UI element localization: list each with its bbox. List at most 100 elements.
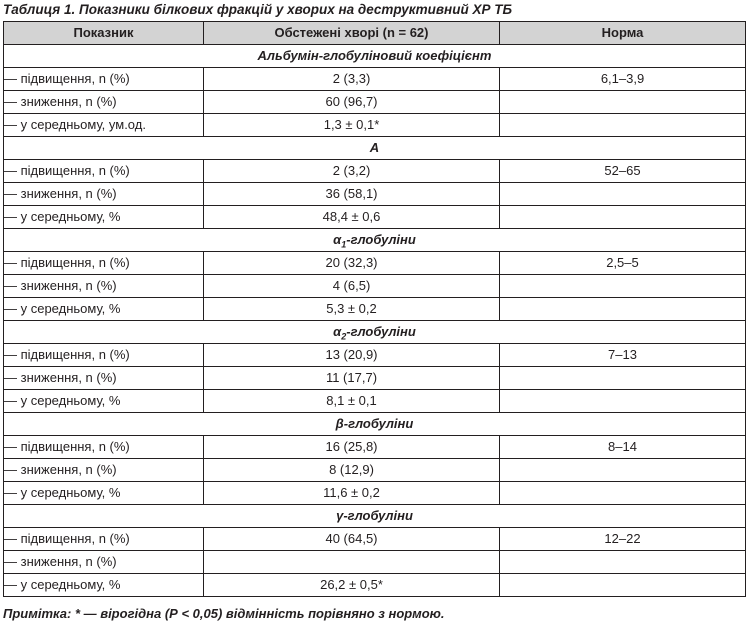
row-label-cell: — підвищення, n (%) bbox=[3, 159, 204, 183]
row-norm-cell bbox=[499, 113, 746, 137]
row-label-cell: — зниження, n (%) bbox=[3, 550, 204, 574]
table-row: — підвищення, n (%) 20 (32,3) 2,5–5 bbox=[3, 251, 746, 275]
group-title-text: α bbox=[333, 324, 342, 339]
row-norm-cell: 7–13 bbox=[499, 343, 746, 367]
table-row: — підвищення, n (%) 2 (3,3) 6,1–3,9 bbox=[3, 67, 746, 91]
row-value-cell: 8 (12,9) bbox=[203, 458, 500, 482]
table-row: — у середньому, % 48,4 ± 0,6 bbox=[3, 205, 746, 229]
table-row: — зниження, n (%) 36 (58,1) bbox=[3, 182, 746, 206]
row-norm-cell bbox=[499, 481, 746, 505]
group-header-row: γ-глобуліни bbox=[3, 504, 746, 528]
row-value-cell: 20 (32,3) bbox=[203, 251, 500, 275]
header-patients: Обстежені хворі (n = 62) bbox=[203, 21, 500, 45]
row-value-cell bbox=[203, 550, 500, 574]
group-title-text: Альбумін-глобуліновий коефіцієнт bbox=[257, 48, 492, 63]
table-note: Примітка: * — вірогідна (Р < 0,05) відмі… bbox=[3, 606, 445, 621]
row-label-cell: — зниження, n (%) bbox=[3, 458, 204, 482]
group-title: Альбумін-глобуліновий коефіцієнт bbox=[3, 44, 746, 68]
group-header-row: Альбумін-глобуліновий коефіцієнт bbox=[3, 44, 746, 68]
row-value-cell: 11,6 ± 0,2 bbox=[203, 481, 500, 505]
row-value-cell: 40 (64,5) bbox=[203, 527, 500, 551]
row-label-cell: — у середньому, % bbox=[3, 297, 204, 321]
row-label-cell: — у середньому, % bbox=[3, 205, 204, 229]
row-norm-cell: 6,1–3,9 bbox=[499, 67, 746, 91]
row-norm-cell bbox=[499, 550, 746, 574]
group-title-text: α bbox=[333, 232, 342, 247]
row-norm-cell bbox=[499, 458, 746, 482]
group-title: α1-глобуліни bbox=[3, 228, 746, 252]
row-label-cell: — зниження, n (%) bbox=[3, 182, 204, 206]
row-label-cell: — у середньому, % bbox=[3, 573, 204, 597]
row-value-cell: 5,3 ± 0,2 bbox=[203, 297, 500, 321]
row-value-cell: 16 (25,8) bbox=[203, 435, 500, 459]
group-title-text: А bbox=[369, 140, 380, 155]
table-caption: Таблиця 1. Показники білкових фракцій у … bbox=[3, 2, 513, 17]
group-header-row: А bbox=[3, 136, 746, 160]
row-norm-cell: 12–22 bbox=[499, 527, 746, 551]
row-norm-cell: 2,5–5 bbox=[499, 251, 746, 275]
row-norm-cell: 8–14 bbox=[499, 435, 746, 459]
row-norm-cell bbox=[499, 205, 746, 229]
row-value-cell: 48,4 ± 0,6 bbox=[203, 205, 500, 229]
table-row: — у середньому, % 5,3 ± 0,2 bbox=[3, 297, 746, 321]
group-header-row: β-глобуліни bbox=[3, 412, 746, 436]
row-norm-cell bbox=[499, 297, 746, 321]
row-norm-cell bbox=[499, 366, 746, 390]
table-row: — зниження, n (%) bbox=[3, 550, 746, 574]
table-body: Альбумін-глобуліновий коефіцієнт — підвищ… bbox=[3, 44, 746, 597]
table-row: — зниження, n (%) 4 (6,5) bbox=[3, 274, 746, 298]
row-label-cell: — підвищення, n (%) bbox=[3, 67, 204, 91]
group-title-text: β-глобуліни bbox=[335, 416, 414, 431]
table-row: — у середньому, % 8,1 ± 0,1 bbox=[3, 389, 746, 413]
row-label-cell: — у середньому, % bbox=[3, 389, 204, 413]
table-row: — підвищення, n (%) 13 (20,9) 7–13 bbox=[3, 343, 746, 367]
group-header-row: α1-глобуліни bbox=[3, 228, 746, 252]
row-label-cell: — підвищення, n (%) bbox=[3, 527, 204, 551]
row-norm-cell bbox=[499, 389, 746, 413]
group-title: γ-глобуліни bbox=[3, 504, 746, 528]
table-row: — підвищення, n (%) 16 (25,8) 8–14 bbox=[3, 435, 746, 459]
row-label-cell: — підвищення, n (%) bbox=[3, 343, 204, 367]
table-row: — у середньому, ум.од. 1,3 ± 0,1* bbox=[3, 113, 746, 137]
row-label-cell: — у середньому, % bbox=[3, 481, 204, 505]
row-value-cell: 26,2 ± 0,5* bbox=[203, 573, 500, 597]
table-row: — зниження, n (%) 8 (12,9) bbox=[3, 458, 746, 482]
table-row: — підвищення, n (%) 40 (64,5) 12–22 bbox=[3, 527, 746, 551]
table-row: — зниження, n (%) 60 (96,7) bbox=[3, 90, 746, 114]
group-title-suffix: -глобуліни bbox=[346, 324, 416, 339]
row-label-cell: — у середньому, ум.од. bbox=[3, 113, 204, 137]
row-value-cell: 1,3 ± 0,1* bbox=[203, 113, 500, 137]
row-value-cell: 13 (20,9) bbox=[203, 343, 500, 367]
row-value-cell: 8,1 ± 0,1 bbox=[203, 389, 500, 413]
row-value-cell: 2 (3,2) bbox=[203, 159, 500, 183]
row-value-cell: 11 (17,7) bbox=[203, 366, 500, 390]
row-value-cell: 2 (3,3) bbox=[203, 67, 500, 91]
group-title-text: γ-глобуліни bbox=[336, 508, 413, 523]
group-title: β-глобуліни bbox=[3, 412, 746, 436]
table-row: — у середньому, % 11,6 ± 0,2 bbox=[3, 481, 746, 505]
row-label-cell: — підвищення, n (%) bbox=[3, 251, 204, 275]
header-indicator: Показник bbox=[3, 21, 204, 45]
row-label-cell: — зниження, n (%) bbox=[3, 274, 204, 298]
row-value-cell: 60 (96,7) bbox=[203, 90, 500, 114]
group-header-row: α2-глобуліни bbox=[3, 320, 746, 344]
group-title-subscript: 1 bbox=[341, 239, 347, 250]
row-label-cell: — зниження, n (%) bbox=[3, 366, 204, 390]
group-title: А bbox=[3, 136, 746, 160]
row-norm-cell bbox=[499, 90, 746, 114]
table-row: — зниження, n (%) 11 (17,7) bbox=[3, 366, 746, 390]
row-label-cell: — зниження, n (%) bbox=[3, 90, 204, 114]
group-title: α2-глобуліни bbox=[3, 320, 746, 344]
table-row: — у середньому, % 26,2 ± 0,5* bbox=[3, 573, 746, 597]
row-value-cell: 4 (6,5) bbox=[203, 274, 500, 298]
row-label-cell: — підвищення, n (%) bbox=[3, 435, 204, 459]
row-norm-cell: 52–65 bbox=[499, 159, 746, 183]
row-norm-cell bbox=[499, 274, 746, 298]
protein-fractions-table: Показник Обстежені хворі (n = 62) Норма … bbox=[3, 21, 746, 597]
header-norm: Норма bbox=[499, 21, 746, 45]
group-title-suffix: -глобуліни bbox=[346, 232, 416, 247]
table-row: — підвищення, n (%) 2 (3,2) 52–65 bbox=[3, 159, 746, 183]
group-title-subscript: 2 bbox=[341, 331, 347, 342]
header-row: Показник Обстежені хворі (n = 62) Норма bbox=[3, 21, 746, 45]
row-norm-cell bbox=[499, 182, 746, 206]
